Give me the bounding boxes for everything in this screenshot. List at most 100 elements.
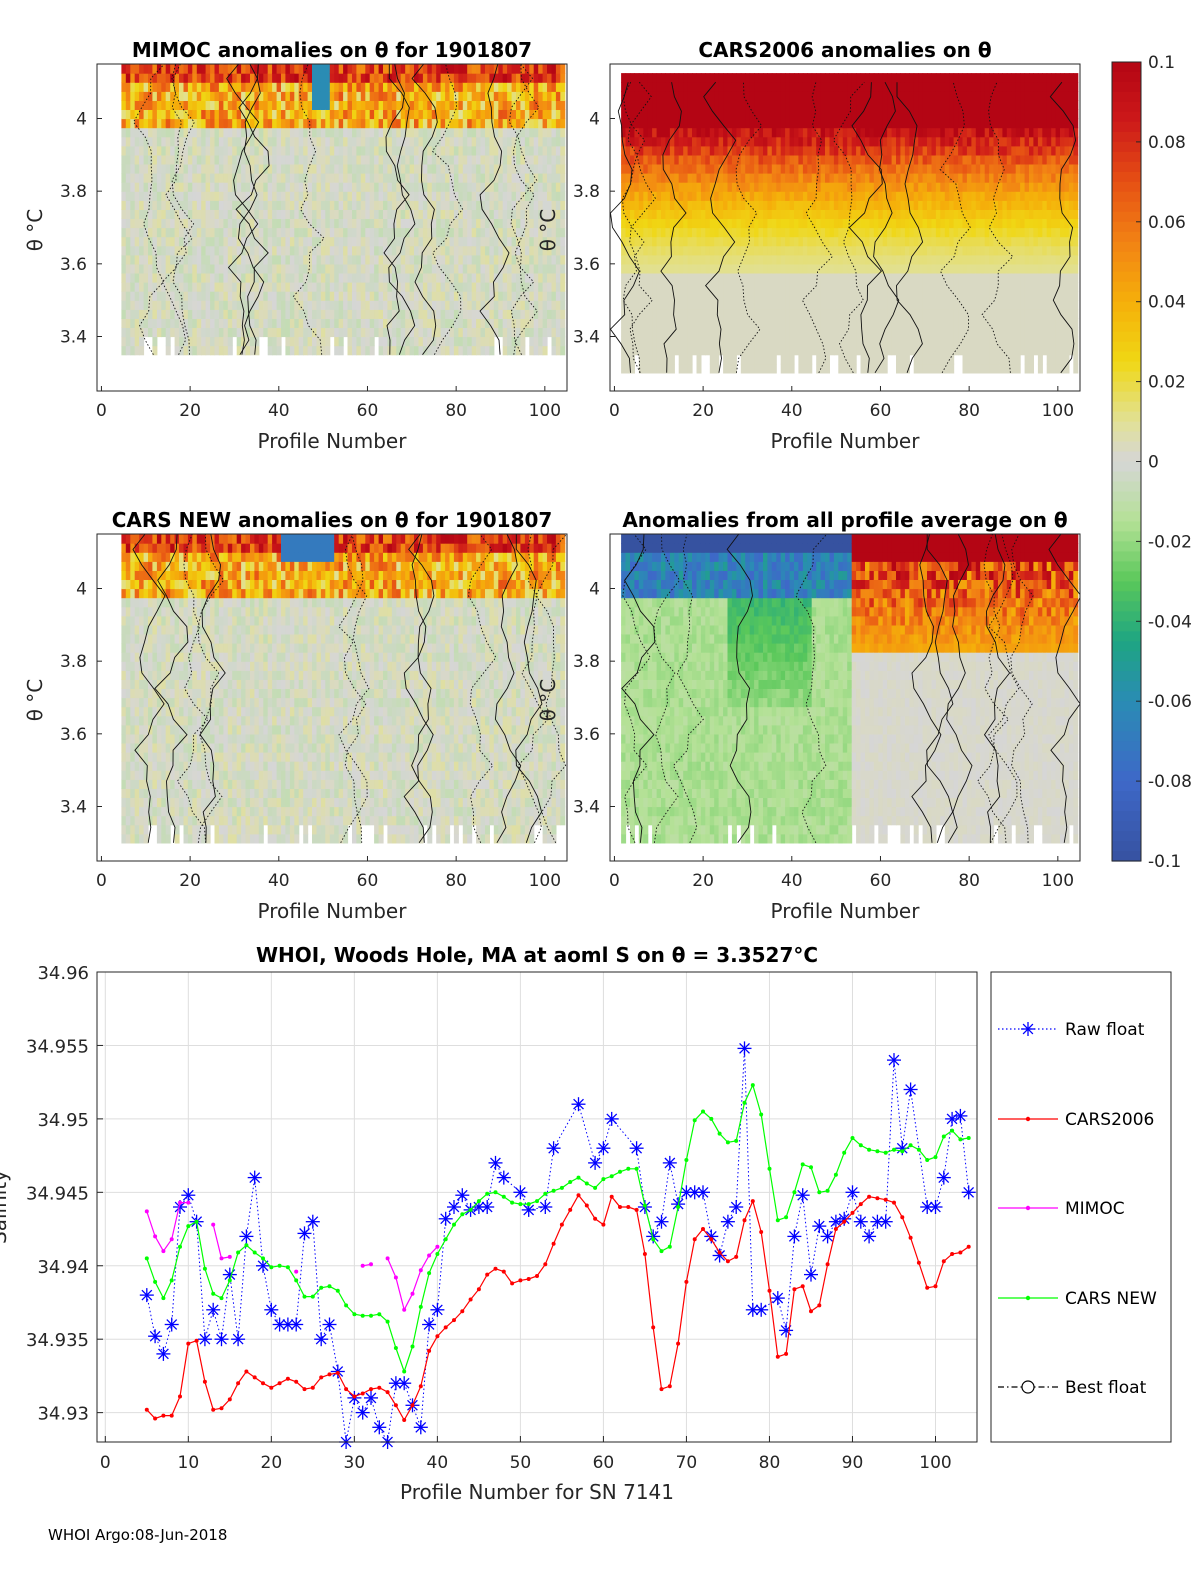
heatmap-cell (281, 109, 286, 120)
heatmap-cell (736, 127, 742, 138)
heatmap-cell (652, 154, 658, 165)
heatmap-cell (555, 291, 561, 301)
heatmap-cell (811, 191, 817, 201)
heatmap-cell (316, 309, 322, 319)
heatmap-cell (842, 154, 848, 165)
heatmap-cell (130, 191, 136, 201)
heatmap-cell (431, 191, 437, 201)
heatmap-cell (139, 263, 145, 274)
heatmap-cell (776, 309, 782, 319)
heatmap-cell (281, 136, 286, 147)
heatmap-cell (727, 127, 733, 138)
heatmap-cell (763, 154, 768, 165)
heatmap-cell (179, 345, 184, 356)
heatmap-cell (427, 327, 433, 338)
heatmap-cell (152, 154, 158, 165)
heatmap-cell (776, 163, 782, 174)
heatmap-cell (258, 136, 264, 147)
heatmap-cell (307, 118, 313, 129)
heatmap-cell (476, 100, 482, 110)
heatmap-cell (400, 282, 406, 292)
heatmap-cell (674, 91, 680, 101)
heatmap-cell (232, 118, 238, 129)
heatmap-cell (360, 336, 366, 347)
heatmap-cell (485, 318, 490, 328)
heatmap-cell (533, 64, 539, 74)
heatmap-cell (139, 245, 145, 256)
heatmap-cell (427, 118, 433, 129)
heatmap-cell (139, 127, 145, 138)
heatmap-cell (476, 209, 482, 219)
heatmap-cell (709, 91, 715, 101)
heatmap-cell (218, 236, 224, 247)
heatmap-cell (656, 100, 662, 110)
heatmap-cell (820, 345, 826, 356)
heatmap-cell (520, 327, 526, 338)
heatmap-cell (179, 82, 184, 92)
heatmap-cell (476, 327, 482, 338)
heatmap-cell (745, 354, 751, 365)
heatmap-cell (551, 118, 557, 129)
heatmap-cell (383, 191, 388, 201)
heatmap-cell (210, 163, 216, 174)
heatmap-cell (516, 345, 521, 356)
heatmap-cell (294, 309, 300, 319)
heatmap-cell (241, 345, 247, 356)
heatmap-cell (555, 327, 561, 338)
heatmap-cell (165, 127, 171, 138)
heatmap-cell (621, 218, 627, 229)
heatmap-cell (825, 118, 830, 129)
heatmap-cell (427, 300, 433, 310)
heatmap-cell (325, 291, 331, 301)
heatmap-cell (838, 109, 844, 120)
heatmap-cell (374, 218, 380, 229)
heatmap-cell (121, 309, 127, 319)
heatmap-cell (538, 64, 544, 65)
heatmap-cell (683, 282, 689, 292)
heatmap-cell (634, 327, 640, 338)
heatmap-cell (338, 100, 344, 110)
heatmap-cell (656, 82, 662, 92)
heatmap-cell (356, 282, 362, 292)
heatmap-cell (210, 191, 216, 201)
heatmap-cell (254, 136, 260, 147)
heatmap-cell (560, 154, 566, 165)
heatmap-cell (749, 191, 755, 201)
heatmap-cell (661, 136, 666, 147)
heatmap-cell (232, 254, 238, 265)
heatmap-cell (749, 100, 755, 110)
heatmap-cell (250, 263, 255, 274)
heatmap-cell (201, 236, 207, 247)
heatmap-cell (767, 309, 773, 319)
heatmap-cell (687, 145, 693, 156)
heatmap-cell (758, 227, 764, 238)
heatmap-cell (436, 218, 442, 229)
heatmap-cell (661, 318, 666, 328)
heatmap-cell (529, 345, 535, 356)
heatmap-cell (365, 282, 371, 292)
heatmap-cell (294, 118, 300, 129)
heatmap-cell (148, 245, 153, 256)
heatmap-cell (285, 336, 291, 347)
heatmap-cell (758, 254, 764, 265)
heatmap-cell (467, 309, 473, 319)
heatmap-cell (647, 318, 653, 328)
heatmap-cell (338, 118, 344, 129)
heatmap-cell (143, 200, 149, 210)
heatmap-cell (485, 336, 490, 347)
heatmap-cell (196, 327, 202, 338)
heatmap-cell (196, 245, 202, 256)
heatmap-cell (130, 182, 136, 192)
heatmap-cell (838, 209, 844, 219)
heatmap-cell (125, 345, 131, 356)
heatmap-cell (205, 254, 211, 265)
heatmap-cell (842, 318, 848, 328)
heatmap-cell (745, 254, 751, 265)
heatmap-cell (156, 227, 162, 238)
heatmap-cell (214, 236, 220, 247)
heatmap-cell (205, 182, 211, 192)
heatmap-cell (798, 309, 804, 319)
heatmap-cell (740, 254, 746, 265)
heatmap-cell (700, 200, 706, 210)
heatmap-cell (458, 64, 464, 74)
